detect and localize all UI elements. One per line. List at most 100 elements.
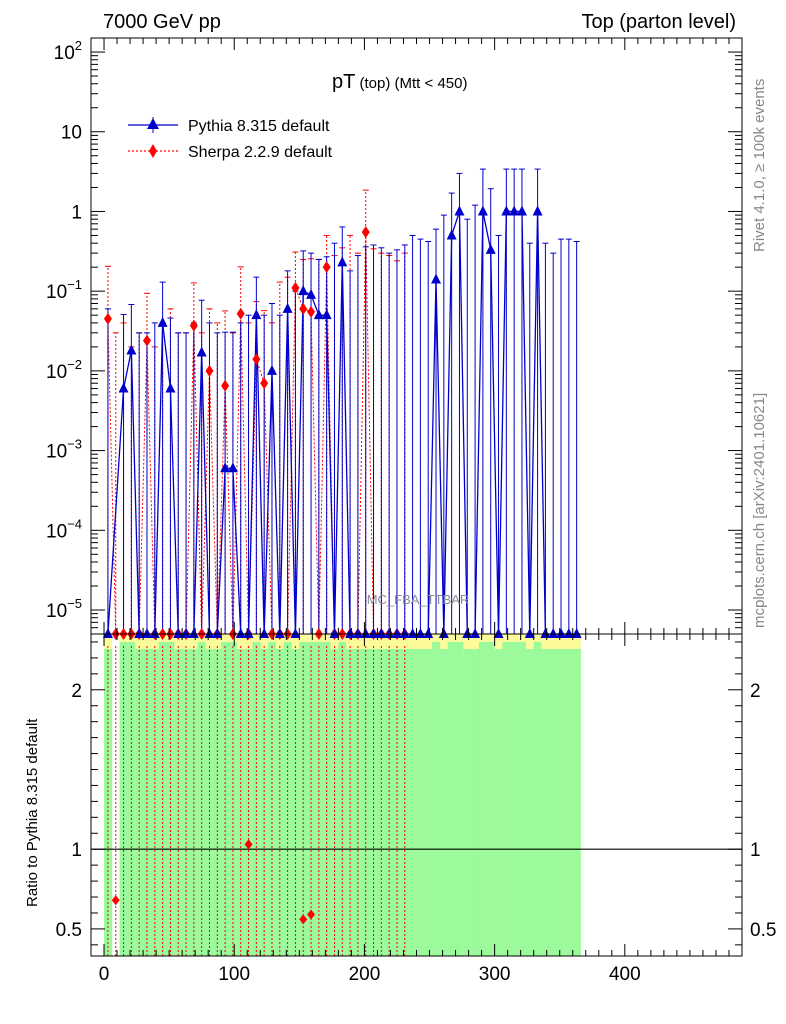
main-y-tick-label: 10−5 xyxy=(46,596,82,622)
pythia-point xyxy=(501,205,512,216)
x-tick-label: 100 xyxy=(218,964,250,985)
main-y-tick-label: 10−1 xyxy=(46,277,82,303)
main-y-tick-label: 10 xyxy=(61,123,82,144)
legend-label-sherpa: Sherpa 2.2.9 default xyxy=(188,144,333,161)
ratio-band-inner xyxy=(432,641,441,956)
pythia-point xyxy=(454,205,465,216)
pythia-point xyxy=(204,628,215,638)
sherpa-point xyxy=(361,226,370,239)
ratio-band-inner xyxy=(510,641,519,956)
pythia-point xyxy=(282,302,293,313)
side-label-rivet: Rivet 4.1.0, ≥ 100k events xyxy=(751,79,768,252)
ratio-band-inner xyxy=(494,649,503,956)
pythia-point xyxy=(141,628,152,638)
pythia-point xyxy=(563,628,574,638)
main-y-tick-exponent: −3 xyxy=(67,437,82,452)
ratio-band-inner xyxy=(572,649,581,956)
pythia-point xyxy=(556,628,567,638)
pythia-point xyxy=(470,628,481,638)
pythia-point xyxy=(306,288,317,299)
sherpa-point xyxy=(260,377,269,390)
ratio-band-inner xyxy=(502,641,511,956)
legend-label-pythia: Pythia 8.315 default xyxy=(188,118,330,135)
pythia-point xyxy=(509,205,520,216)
pythia-point xyxy=(227,462,238,473)
ratio-sherpa-point xyxy=(307,909,316,920)
main-y-tick-base: 10 xyxy=(46,362,67,383)
analysis-watermark: MC_FBA_TTBAR xyxy=(367,592,470,607)
pythia-point xyxy=(391,628,402,638)
main-y-tick-label: 102 xyxy=(54,38,82,64)
ratio-band-inner xyxy=(463,649,472,956)
ratio-sherpa-point xyxy=(299,914,308,925)
ratio-band-inner xyxy=(564,649,574,956)
pythia-point xyxy=(532,205,543,216)
sherpa-point xyxy=(291,281,300,294)
pythia-point xyxy=(376,628,387,638)
plot-title-sub: (top) (Mtt < 450) xyxy=(355,75,467,92)
sherpa-point xyxy=(189,319,198,332)
main-y-tick-base: 10 xyxy=(46,282,67,303)
main-y-tick-base: 10 xyxy=(46,521,67,542)
legend: Pythia 8.315 default Sherpa 2.2.9 defaul… xyxy=(128,117,333,161)
plot-title: pT (top) (Mtt < 450) xyxy=(332,71,467,93)
pythia-point xyxy=(134,628,145,638)
pythia-point xyxy=(446,229,457,240)
ratio-y-tick-label-right: 0.5 xyxy=(750,920,776,941)
pythia-point xyxy=(212,628,223,638)
pythia-point xyxy=(345,628,356,638)
sherpa-point xyxy=(252,353,261,366)
main-y-tick-exponent: −1 xyxy=(67,277,82,292)
ratio-band-inner xyxy=(478,641,488,956)
ratio-y-tick-label-right: 2 xyxy=(750,681,761,702)
header-left-label: 7000 GeV pp xyxy=(103,11,221,33)
ratio-band-inner xyxy=(486,641,495,956)
pythia-point xyxy=(407,628,418,638)
ratio-band-inner xyxy=(416,649,425,956)
pythia-point xyxy=(329,628,340,638)
sherpa-point xyxy=(236,307,245,320)
main-plot-area xyxy=(91,38,742,634)
pythia-point xyxy=(415,628,426,638)
ratio-sherpa-point xyxy=(111,895,120,906)
pythia-point xyxy=(540,628,551,638)
pythia-point xyxy=(352,628,363,638)
main-y-tick-exponent: −2 xyxy=(67,357,82,372)
main-y-tick-label: 1 xyxy=(71,202,82,223)
ratio-band-inner xyxy=(557,649,566,956)
pythia-point xyxy=(368,628,379,638)
main-y-tick-base: 1 xyxy=(71,202,82,223)
pythia-point xyxy=(524,628,535,638)
ratio-band-inner xyxy=(455,641,464,956)
pythia-point xyxy=(181,628,192,638)
main-y-tick-exponent: −5 xyxy=(67,596,82,611)
ratio-band-inner xyxy=(525,649,534,956)
ratio-band-inner xyxy=(533,641,542,956)
pythia-point xyxy=(149,628,160,638)
axes-ticks: 0 100 200 300 40010210110−110−210−310−410−50… xyxy=(46,38,776,985)
pythia-point xyxy=(438,628,449,638)
pythia-point xyxy=(462,628,473,638)
main-y-tick-exponent: −4 xyxy=(67,516,82,531)
pythia-point xyxy=(196,346,207,357)
side-label-mcplots: mcplots.cern.ch [arXiv:2401.10621] xyxy=(751,393,768,628)
pythia-point xyxy=(266,364,277,375)
main-y-tick-base: 10 xyxy=(54,43,75,64)
pythia-point xyxy=(157,316,168,327)
pythia-point xyxy=(173,628,184,638)
x-tick-label: 200 xyxy=(349,964,381,985)
pythia-point xyxy=(337,256,348,267)
legend-marker-sherpa xyxy=(149,144,157,158)
pythia-point xyxy=(399,628,410,638)
pythia-point xyxy=(423,628,434,638)
ratio-y-tick-label: 1 xyxy=(71,840,82,861)
pythia-point xyxy=(251,309,262,320)
ratio-band-inner xyxy=(518,641,527,956)
sherpa-point xyxy=(322,261,331,274)
ratio-band-inner xyxy=(439,649,449,956)
pythia-point xyxy=(290,628,301,638)
plot-title-main: pT xyxy=(332,71,355,93)
pythia-point xyxy=(477,205,488,216)
x-tick-label: 300 xyxy=(479,964,511,985)
